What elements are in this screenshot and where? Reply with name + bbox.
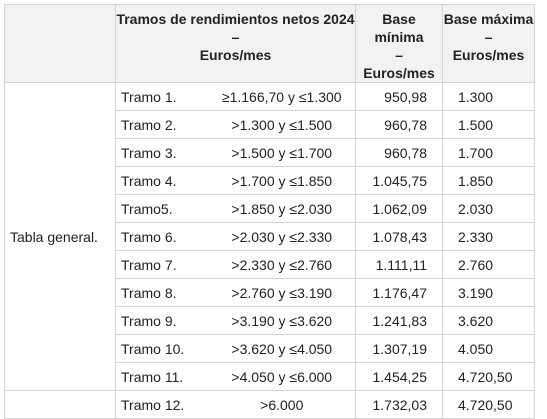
base-maxima-value: 1.500	[442, 110, 535, 139]
tramo-name: Tramo 3.	[115, 138, 209, 167]
base-maxima-value: 3.620	[442, 306, 535, 335]
tramo-name: Tramo 1.	[115, 82, 209, 111]
group-label: Tabla general.	[4, 82, 116, 391]
rendimientos-table: Tramos de rendimientos netos 2024 – Euro…	[4, 4, 535, 419]
tramo-range: >1.850 y ≤2.030	[208, 194, 356, 223]
base-maxima-value: 2.330	[442, 222, 535, 251]
base-minima-value: 950,98	[355, 82, 443, 111]
tramo-name: Tramo5.	[115, 194, 209, 223]
header-tramos-title: Tramos de rendimientos netos 2024	[116, 11, 355, 27]
base-minima-value: 1.176,47	[355, 278, 443, 307]
table-wrapper: Tramos de rendimientos netos 2024 – Euro…	[4, 4, 535, 419]
base-maxima-value: 4.720,50	[442, 390, 535, 419]
header-tramos-unit: Euros/mes	[199, 47, 272, 63]
table-row: Tramo 11. >4.050 y ≤6.000 1.454,25 4.720…	[5, 362, 535, 391]
empty-group-cell	[4, 390, 116, 419]
header-base-minima-title: Base mínima	[374, 11, 424, 45]
header-base-maxima-title: Base máxima	[443, 11, 534, 27]
base-maxima-value: 4.720,50	[442, 362, 535, 391]
base-minima-value: 1.045,75	[355, 166, 443, 195]
table-row: Tramo 2. >1.300 y ≤1.500 960,78 1.500	[5, 110, 535, 139]
base-minima-value: 1.454,25	[355, 362, 443, 391]
table-row: Tramo5. >1.850 y ≤2.030 1.062,09 2.030	[5, 194, 535, 223]
header-base-maxima: Base máxima – Euros/mes	[442, 4, 535, 83]
table-row: Tramo 8. >2.760 y ≤3.190 1.176,47 3.190	[5, 278, 535, 307]
base-maxima-value: 4.050	[442, 334, 535, 363]
tramo-name: Tramo 4.	[115, 166, 209, 195]
tramo-name: Tramo 8.	[115, 278, 209, 307]
base-minima-value: 1.111,11	[355, 250, 443, 279]
header-tramos-dash: –	[231, 29, 240, 45]
tramo-range: >6.000	[208, 390, 356, 419]
header-corner	[4, 4, 116, 83]
tramo-range: >4.050 y ≤6.000	[208, 362, 356, 391]
tramo-name: Tramo 9.	[115, 306, 209, 335]
header-base-minima-dash: –	[395, 47, 403, 63]
header-base-maxima-dash: –	[484, 29, 493, 45]
table-row: Tramo 3. >1.500 y ≤1.700 960,78 1.700	[5, 138, 535, 167]
base-minima-value: 1.062,09	[355, 194, 443, 223]
header-base-minima-unit: Euros/mes	[363, 65, 435, 81]
base-minima-value: 960,78	[355, 138, 443, 167]
tramo-range: >3.620 y ≤4.050	[208, 334, 356, 363]
base-minima-value: 1.078,43	[355, 222, 443, 251]
header-tramos: Tramos de rendimientos netos 2024 – Euro…	[115, 4, 356, 83]
tramo-range: >2.760 y ≤3.190	[208, 278, 356, 307]
tramo-name: Tramo 12.	[115, 390, 209, 419]
base-maxima-value: 1.850	[442, 166, 535, 195]
tramo-range: >2.330 y ≤2.760	[208, 250, 356, 279]
table-row: Tramo 12. >6.000 1.732,03 4.720,50	[4, 390, 535, 419]
base-minima-value: 960,78	[355, 110, 443, 139]
base-minima-value: 1.241,83	[355, 306, 443, 335]
tramo-name: Tramo 2.	[115, 110, 209, 139]
table-row: Tabla general. Tramo 1. ≥1.166,70 y ≤1.3…	[4, 82, 535, 391]
table-row: Tramo 4. >1.700 y ≤1.850 1.045,75 1.850	[5, 166, 535, 195]
tramo-name: Tramo 6.	[115, 222, 209, 251]
tramo-range: >3.190 y ≤3.620	[208, 306, 356, 335]
base-maxima-value: 1.300	[442, 82, 535, 111]
base-maxima-value: 2.760	[442, 250, 535, 279]
tramo-range: >2.030 y ≤2.330	[208, 222, 356, 251]
header-base-minima: Base mínima – Euros/mes	[355, 4, 443, 83]
tramo-name: Tramo 7.	[115, 250, 209, 279]
tramo-range: ≥1.166,70 y ≤1.300	[208, 82, 356, 111]
base-maxima-value: 1.700	[442, 138, 535, 167]
header-row: Tramos de rendimientos netos 2024 – Euro…	[4, 4, 535, 83]
base-minima-value: 1.732,03	[355, 390, 443, 419]
tramo-range: >1.700 y ≤1.850	[208, 166, 356, 195]
tramo-name: Tramo 10.	[115, 334, 209, 363]
header-base-maxima-unit: Euros/mes	[452, 47, 525, 63]
base-maxima-value: 3.190	[442, 278, 535, 307]
tramo-range: >1.500 y ≤1.700	[208, 138, 356, 167]
tramo-range: >1.300 y ≤1.500	[208, 110, 356, 139]
base-maxima-value: 2.030	[442, 194, 535, 223]
tramo-name: Tramo 11.	[115, 362, 209, 391]
table-row: Tramo 6. >2.030 y ≤2.330 1.078,43 2.330	[5, 222, 535, 251]
table-row: Tramo 9. >3.190 y ≤3.620 1.241,83 3.620	[5, 306, 535, 335]
base-minima-value: 1.307,19	[355, 334, 443, 363]
